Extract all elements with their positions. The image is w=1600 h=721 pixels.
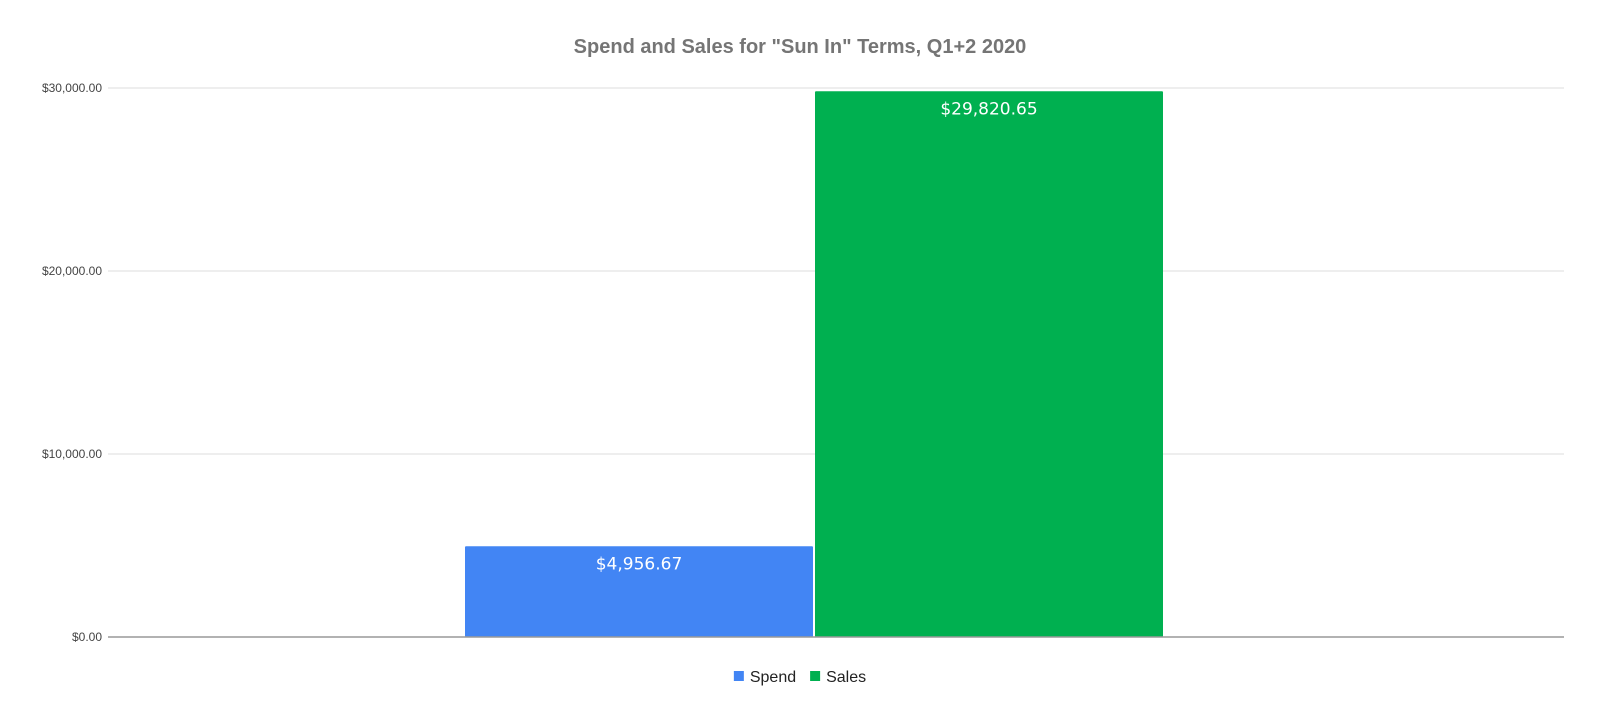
legend-swatch (810, 671, 821, 681)
bars (465, 91, 1163, 637)
legend-label: Spend (750, 669, 796, 686)
data-label-sales: $29,820.65 (940, 99, 1037, 119)
data-label-spend: $4,956.67 (596, 554, 683, 574)
y-tick-label: $0.00 (72, 630, 102, 644)
legend-item-sales: Sales (810, 669, 866, 686)
bar-sales (815, 91, 1163, 637)
legend: Spend Sales (733, 669, 866, 686)
legend-label: Sales (826, 669, 866, 686)
bar-spend (465, 546, 813, 637)
chart-title: Spend and Sales for "Sun In" Terms, Q1+2… (574, 36, 1027, 58)
y-axis-tick-labels: $0.00 $10,000.00 $20,000.00 $30,000.00 (42, 81, 102, 644)
legend-item-spend: Spend (733, 669, 796, 686)
y-tick-label: $30,000.00 (42, 81, 102, 95)
y-tick-label: $20,000.00 (42, 264, 102, 278)
legend-swatch (733, 671, 744, 681)
data-labels: $4,956.67 $29,820.65 (596, 99, 1038, 574)
y-tick-label: $10,000.00 (42, 447, 102, 461)
